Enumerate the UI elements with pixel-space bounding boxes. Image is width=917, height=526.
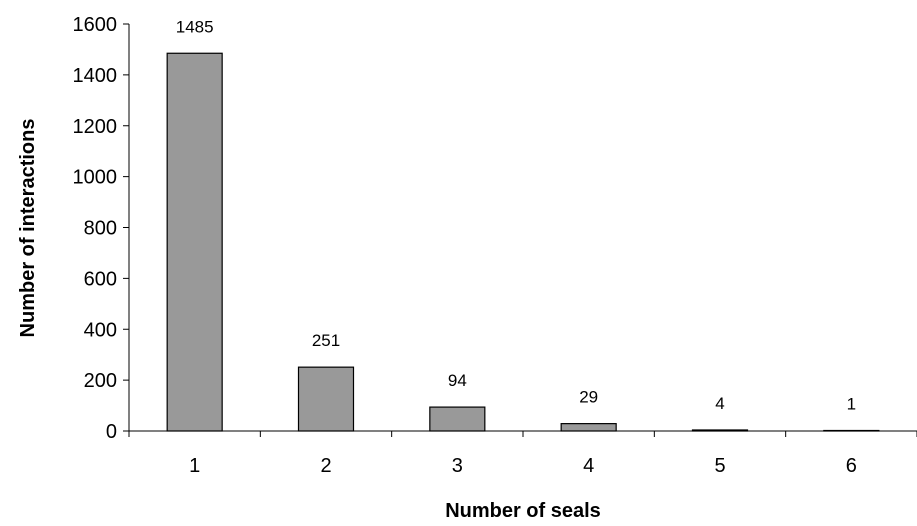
x-tick-label: 5	[714, 455, 725, 477]
bar	[823, 429, 880, 432]
bar	[166, 52, 223, 432]
y-axis-title: Number of interactions	[17, 119, 39, 338]
bar	[297, 366, 355, 432]
y-tick-label: 1600	[73, 14, 118, 36]
data-label: 29	[579, 388, 598, 407]
bar	[560, 423, 617, 432]
x-tick-label: 6	[846, 455, 857, 477]
y-tick-label: 800	[84, 218, 117, 240]
x-tick-label: 1	[189, 455, 200, 477]
data-label: 4	[715, 394, 724, 413]
y-tick-label: 1000	[73, 167, 118, 189]
bar	[429, 406, 486, 432]
x-axis-title: Number of seals	[445, 500, 601, 522]
y-tick-label: 0	[106, 421, 117, 443]
y-tick-label: 1200	[73, 116, 118, 138]
bar	[691, 429, 749, 432]
y-tick-label: 1400	[73, 65, 118, 87]
y-tick-label: 600	[84, 268, 117, 290]
x-tick-label: 4	[583, 455, 594, 477]
bars	[166, 52, 880, 432]
data-label: 1485	[176, 17, 214, 36]
y-tick-label: 400	[84, 319, 117, 341]
y-tick-label: 200	[84, 370, 117, 392]
x-tick-label: 3	[452, 455, 463, 477]
data-label: 94	[448, 371, 467, 390]
y-axis: 0 200 400 600 800 1000 1200 1400 1600	[73, 14, 130, 443]
data-labels: 1485 251 94 29 4 1	[176, 17, 856, 413]
x-axis: 1 2 3 4 5 6	[128, 430, 917, 477]
x-tick-label: 2	[320, 455, 331, 477]
data-label: 251	[312, 331, 340, 350]
data-label: 1	[847, 395, 856, 414]
